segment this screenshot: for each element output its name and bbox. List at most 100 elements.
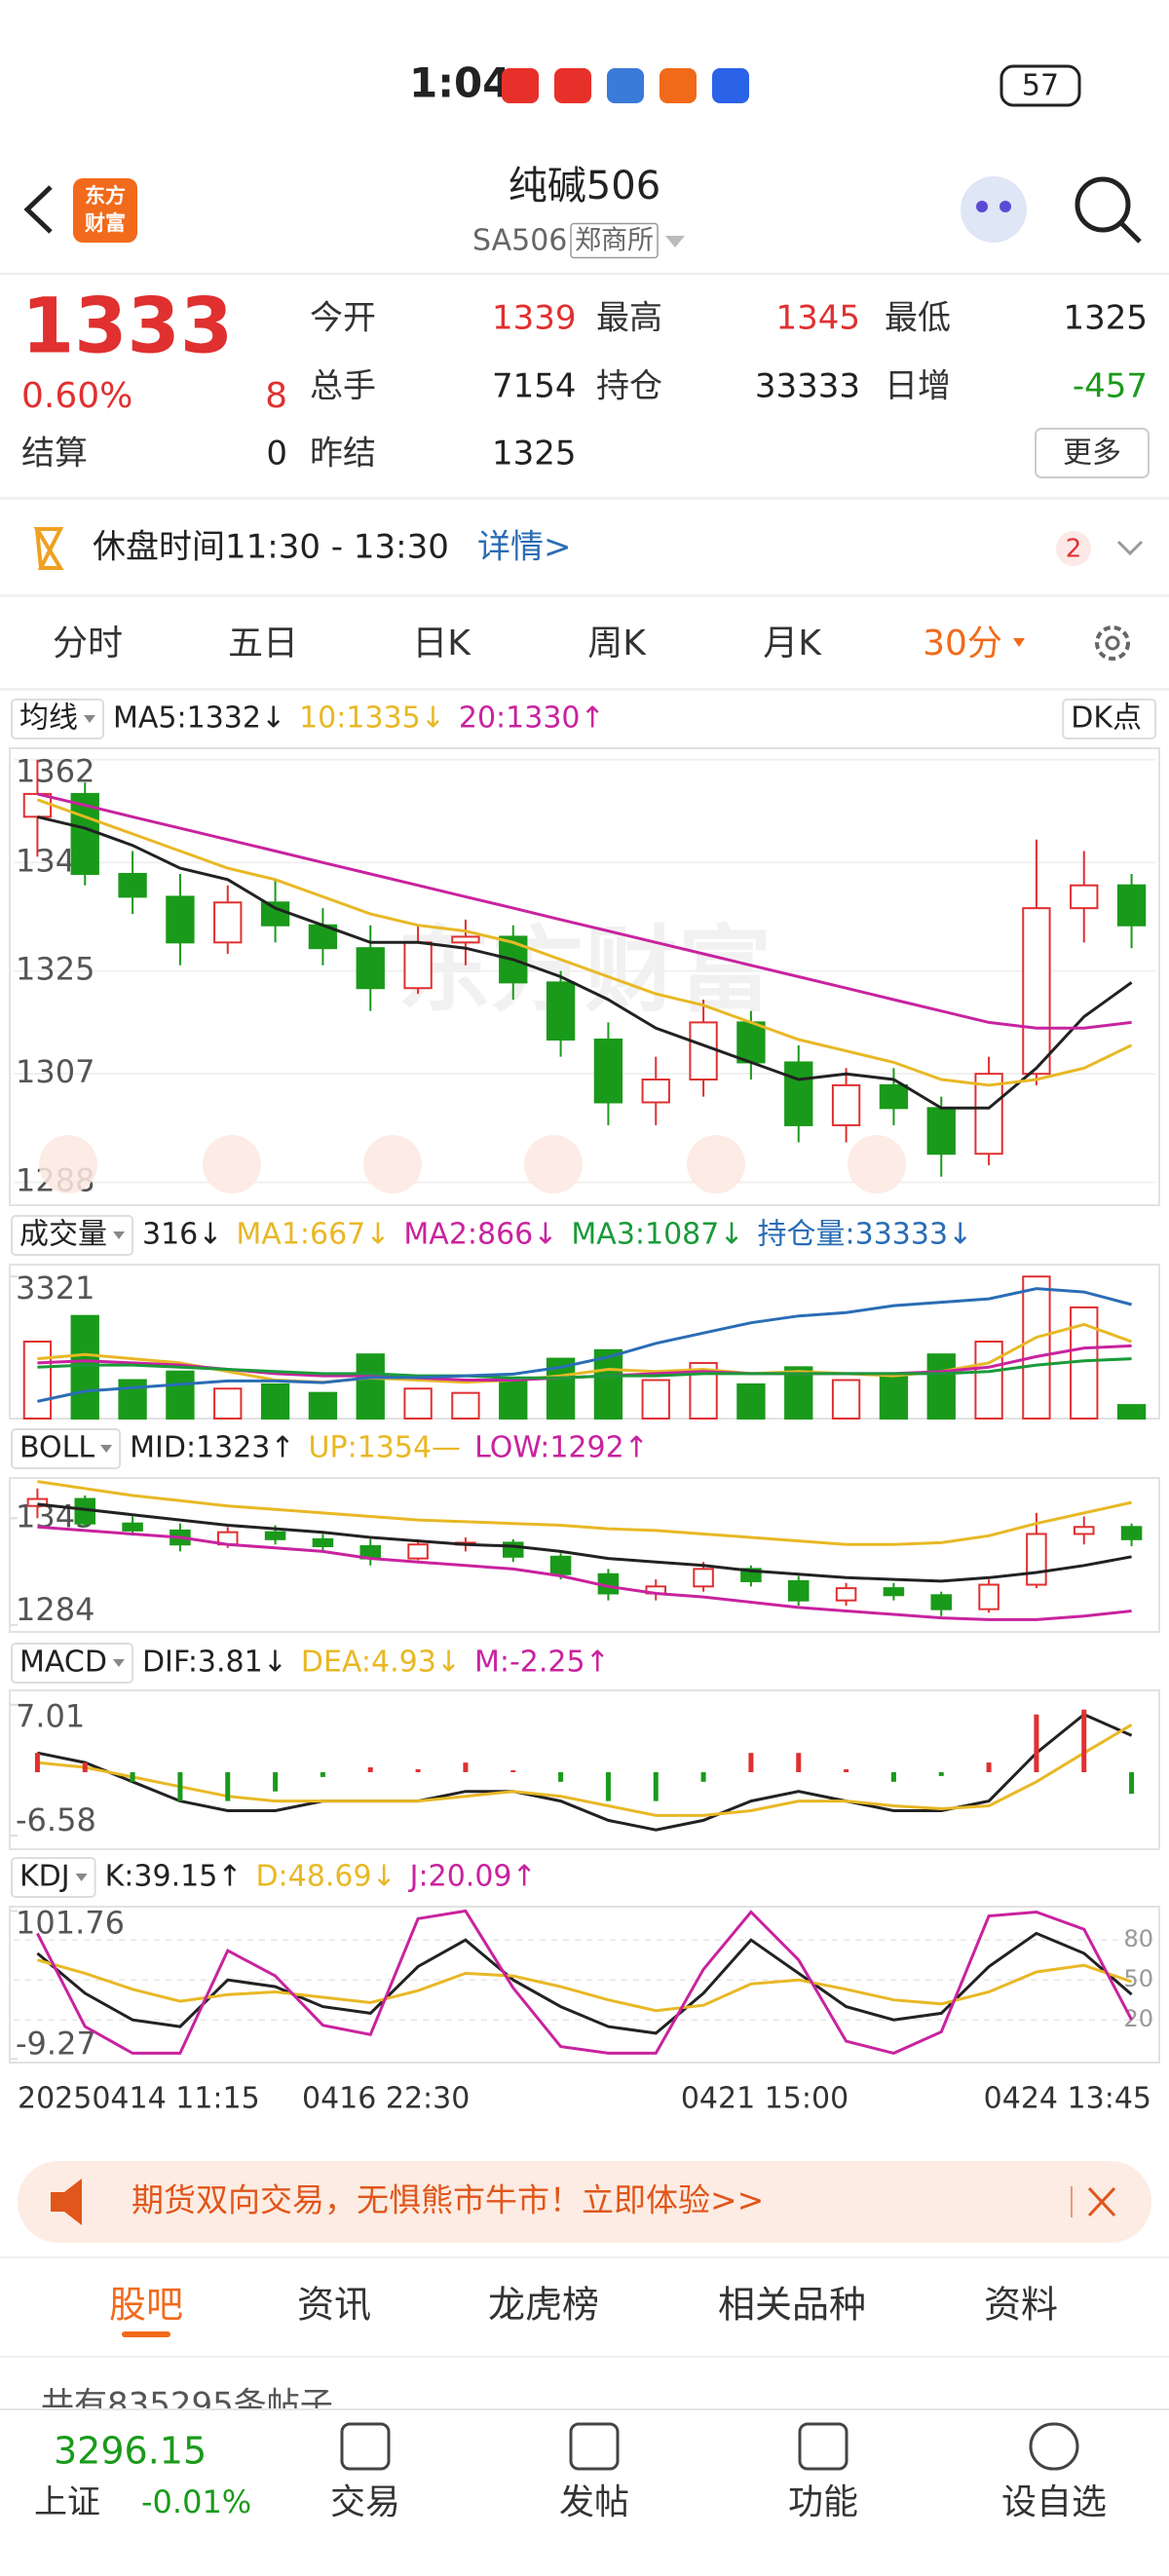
legend-entry: MA3:1087↓ (571, 1218, 743, 1252)
nav-label[interactable]: 发帖 (559, 2482, 629, 2522)
back-button[interactable] (23, 185, 53, 234)
divider (0, 273, 1169, 275)
content-tab[interactable]: 资料 (984, 2284, 1058, 2327)
dk-button-box[interactable] (1062, 699, 1156, 739)
banner[interactable] (18, 2161, 1151, 2243)
candle-body (260, 901, 290, 927)
field-value: 7154 (492, 367, 577, 406)
badge-count: 2 (1066, 535, 1082, 564)
expand-icon[interactable] (1116, 540, 1144, 556)
candle-body (1073, 1526, 1095, 1535)
x-tick-label: 0421 15:00 (681, 2082, 848, 2116)
candle-body (213, 901, 243, 944)
status-app-icon (554, 68, 591, 103)
candle-body (693, 1568, 714, 1588)
megaphone-icon (51, 2178, 82, 2225)
logo (73, 178, 137, 243)
y-tick-label: -9.27 (16, 2025, 96, 2062)
field-label: 日增 (885, 367, 951, 406)
chart-control[interactable] (363, 1135, 422, 1193)
field-label: 持仓 (596, 367, 662, 406)
nav-label[interactable]: 功能 (788, 2482, 858, 2522)
indicator-dropdown (75, 1874, 88, 1881)
period-tab[interactable]: 日K (412, 624, 471, 663)
volume-bar (213, 1387, 243, 1421)
period-tab[interactable]: 分时 (53, 624, 123, 663)
volume-bar (879, 1375, 909, 1420)
period-tab[interactable]: 五日 (228, 624, 298, 663)
notice-link[interactable]: 详情> (477, 528, 572, 567)
period-tab[interactable]: 月K (763, 624, 822, 663)
indicator-line (36, 1931, 1133, 2035)
field-value: 1339 (492, 299, 577, 338)
indicator-dropdown (100, 1445, 113, 1453)
close-button[interactable] (1087, 2186, 1116, 2217)
divider (0, 2356, 1169, 2358)
search-handle (1119, 221, 1142, 244)
candle-body (407, 1543, 429, 1560)
candle-body (784, 1061, 813, 1126)
volume-bar (499, 1379, 528, 1420)
exchange: 郑商所 (575, 226, 654, 256)
indicator-button[interactable]: KDJ (19, 1860, 70, 1894)
indicator-button[interactable]: MACD (19, 1646, 107, 1680)
current-volume: 316↓ (142, 1218, 222, 1252)
nav-icon[interactable] (569, 2422, 620, 2471)
banner-text[interactable]: 期货双向交易，无惧熊市牛市！立即体验>> (132, 2181, 764, 2219)
status-app-icon (607, 68, 644, 103)
field-value: 1325 (492, 435, 577, 474)
nav-icon[interactable] (798, 2422, 848, 2471)
indicator-button[interactable]: 均线 (19, 701, 78, 736)
volume-bar (736, 1383, 766, 1421)
search-button[interactable] (1075, 176, 1131, 233)
more-button[interactable] (1035, 428, 1150, 478)
more-label[interactable]: 更多 (1063, 436, 1121, 471)
period-tab[interactable]: 30分 (923, 624, 1002, 663)
content-tab[interactable]: 相关品种 (718, 2284, 866, 2327)
indicator-button-box[interactable] (11, 1428, 122, 1469)
field-label: 昨结 (310, 435, 376, 474)
contract-code: SA506 (472, 224, 567, 258)
volume-bar (641, 1379, 670, 1420)
y2-tick-label: 20 (1123, 2005, 1153, 2032)
volume-bar (403, 1387, 433, 1421)
candle-body (1070, 884, 1099, 910)
nav-label[interactable]: 交易 (330, 2482, 400, 2522)
nav-label[interactable]: 设自选 (1001, 2482, 1107, 2522)
exchange-box (570, 222, 659, 259)
nav-icon[interactable] (1029, 2422, 1079, 2471)
indicator-line (37, 1724, 1133, 1817)
indicator-button-box[interactable] (11, 1215, 133, 1256)
chart-control[interactable] (687, 1135, 745, 1193)
indicator-button[interactable]: BOLL (19, 1431, 94, 1465)
content-tab[interactable]: 股吧 (109, 2284, 183, 2327)
field-label: 最高 (596, 299, 662, 338)
dk-button[interactable]: DK点 (1071, 701, 1142, 736)
chart-control[interactable] (203, 1135, 261, 1193)
field-label: 结算 (21, 435, 88, 474)
candle-body (264, 1531, 286, 1540)
y-tick-label: 7.01 (16, 1698, 85, 1735)
panel-frame (9, 1264, 1160, 1420)
indicator-button-box[interactable] (11, 1857, 96, 1898)
period-tab[interactable]: 周K (587, 624, 647, 663)
content-tab[interactable]: 龙虎榜 (488, 2284, 599, 2327)
chart-control[interactable] (524, 1135, 583, 1193)
candle-body (451, 935, 480, 944)
legend-entry: MA2:866↓ (403, 1218, 557, 1252)
y-tick-label: -6.58 (16, 1801, 96, 1838)
content-tab[interactable]: 资讯 (297, 2284, 371, 2327)
avatar[interactable] (961, 176, 1027, 243)
field-value: 1325 (1063, 299, 1148, 338)
indicator-button-box[interactable] (11, 699, 104, 739)
dropdown-icon[interactable] (665, 236, 685, 247)
chart-control[interactable] (39, 1135, 97, 1193)
chart-control[interactable] (848, 1135, 906, 1193)
volume-bar (926, 1353, 956, 1420)
nav-icon[interactable] (340, 2422, 391, 2471)
tab-underline (122, 2331, 170, 2337)
index-change: -0.01% (141, 2483, 251, 2520)
settings-icon[interactable] (1095, 625, 1130, 661)
indicator-button-box[interactable] (11, 1643, 133, 1684)
indicator-button[interactable]: 成交量 (19, 1218, 107, 1252)
